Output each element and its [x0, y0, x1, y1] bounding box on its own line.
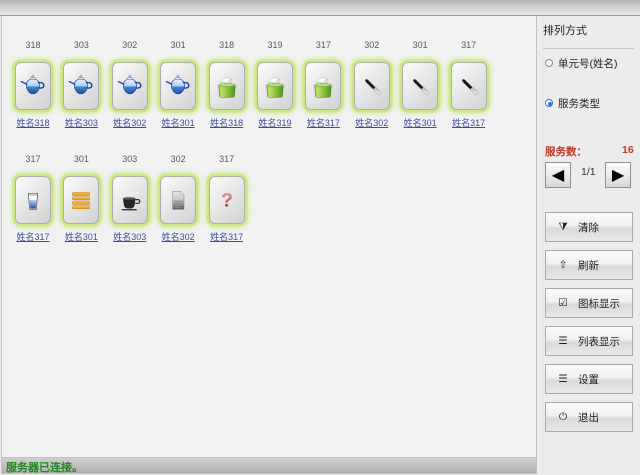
- svg-text:?: ?: [221, 190, 233, 212]
